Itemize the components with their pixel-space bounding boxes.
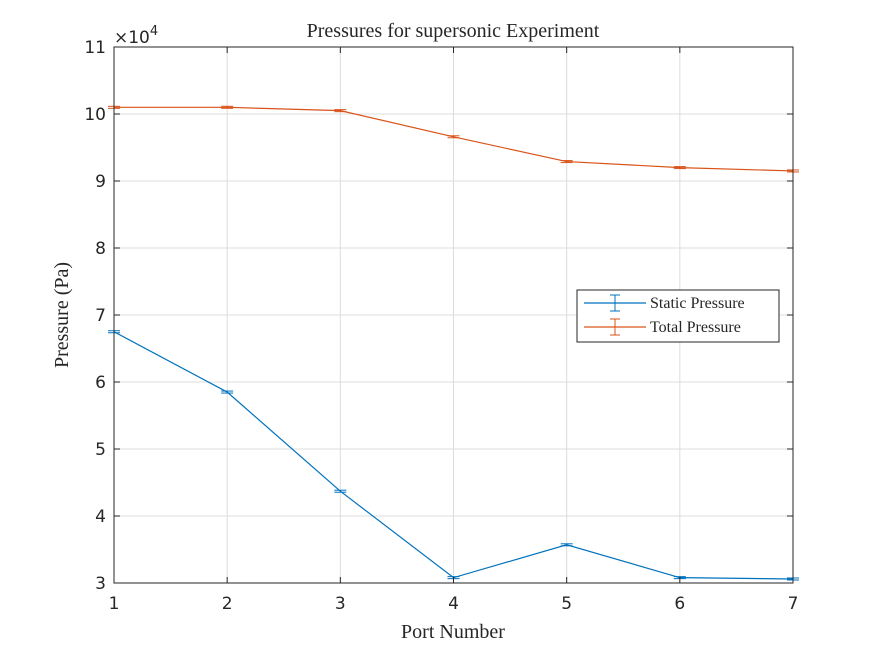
legend-entry: Total Pressure xyxy=(584,318,741,336)
legend-label: Static Pressure xyxy=(650,295,745,312)
y-tick-label: 6 xyxy=(95,373,106,393)
y-tick-label: 5 xyxy=(95,440,106,460)
error-bar xyxy=(334,489,347,493)
tick-labels: 1 2 3 4 5 6 7 3 4 5 6 7 8 9 10 11 xyxy=(84,38,798,614)
x-tick-label: 4 xyxy=(448,594,459,614)
y-axis-label: Pressure (Pa) xyxy=(51,262,73,368)
error-bar xyxy=(673,166,686,170)
y-tick-label: 8 xyxy=(95,239,106,259)
y-tick-label: 10 xyxy=(84,105,106,125)
error-bar xyxy=(560,543,573,547)
error-bar xyxy=(334,109,347,113)
y-tick-label: 3 xyxy=(95,574,106,594)
x-tick-label: 7 xyxy=(788,594,799,614)
error-bar xyxy=(447,135,460,139)
x-tick-label: 2 xyxy=(222,594,233,614)
y-tick-label: 11 xyxy=(84,38,106,58)
x-tick-label: 5 xyxy=(561,594,572,614)
y-tick-label: 7 xyxy=(95,306,106,326)
y-tick-label: 9 xyxy=(95,172,106,192)
error-bar xyxy=(221,105,234,109)
error-bar xyxy=(560,160,573,164)
legend-box xyxy=(576,289,780,343)
y-tick-label: 4 xyxy=(95,507,106,527)
x-tick-label: 3 xyxy=(335,594,346,614)
error-bar xyxy=(221,390,234,394)
legend-label: Total Pressure xyxy=(650,319,741,336)
x-axis-label: Port Number xyxy=(401,621,505,643)
legend-entry: Static Pressure xyxy=(584,294,745,312)
x-tick-label: 1 xyxy=(109,594,120,614)
y-exponent-base: ×10 xyxy=(114,28,150,48)
chart-title: Pressures for supersonic Experiment xyxy=(307,20,600,42)
ticks xyxy=(113,46,794,584)
y-exponent-label: ×104 xyxy=(114,24,158,48)
y-exponent-power: 4 xyxy=(150,24,158,39)
legend: Static Pressure Total Pressure xyxy=(576,289,780,343)
x-tick-label: 6 xyxy=(674,594,685,614)
